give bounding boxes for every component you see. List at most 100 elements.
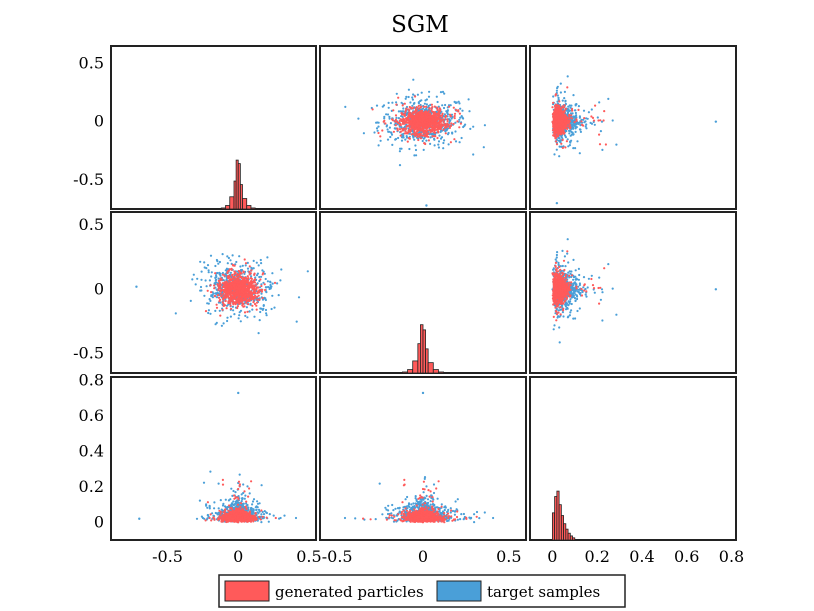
target-point (577, 267, 581, 270)
generated-point (371, 108, 374, 111)
generated-point (430, 103, 433, 106)
generated-point (204, 310, 208, 313)
target-point (589, 121, 592, 124)
target-point (569, 106, 572, 109)
target-point (457, 100, 460, 103)
target-point (566, 238, 569, 241)
target-point (582, 286, 585, 289)
target-point (607, 97, 610, 100)
target-point (574, 275, 577, 278)
target-point (259, 258, 262, 262)
generated-point (400, 119, 403, 123)
generated-point (452, 106, 455, 109)
generated-point (449, 141, 452, 144)
target-point (585, 117, 588, 120)
generated-point (562, 130, 565, 133)
generated-point (219, 314, 222, 317)
target-point (235, 260, 238, 264)
target-point (254, 276, 257, 279)
generated-point (446, 120, 449, 123)
target-point (398, 125, 401, 128)
generated-point (413, 131, 416, 134)
generated-point (431, 106, 434, 109)
target-point (231, 305, 234, 308)
target-point (438, 134, 441, 137)
target-point (573, 109, 577, 112)
generated-point (233, 288, 236, 291)
target-point (555, 253, 559, 257)
generated-point (404, 117, 408, 120)
generated-point (566, 86, 569, 89)
target-point (572, 317, 575, 320)
generated-point (238, 295, 241, 298)
target-point (207, 269, 210, 272)
generated-point (592, 119, 596, 122)
generated-point (247, 288, 250, 291)
target-point (575, 103, 578, 106)
generated-point (215, 303, 218, 306)
generated-point (221, 282, 224, 285)
generated-point (240, 272, 243, 275)
generated-point (225, 293, 228, 296)
target-point (413, 101, 416, 105)
target-point (563, 97, 566, 100)
panel-r1-c2 (529, 211, 737, 374)
target-point (568, 270, 571, 273)
target-point (425, 107, 428, 110)
target-point (615, 143, 618, 146)
target-point (582, 118, 585, 121)
target-point (391, 101, 394, 104)
target-point (411, 98, 414, 101)
target-point (570, 309, 573, 312)
generated-point (401, 129, 404, 132)
generated-point (436, 108, 439, 111)
target-point (564, 303, 567, 306)
generated-point (394, 114, 398, 117)
target-point (564, 265, 567, 268)
generated-point (405, 107, 408, 110)
target-point (575, 114, 578, 117)
generated-point (405, 119, 408, 122)
generated-point (227, 269, 230, 272)
generated-point (409, 123, 412, 126)
generated-point (238, 270, 241, 273)
generated-point (439, 118, 442, 121)
target-point (394, 127, 397, 130)
generated-point (398, 119, 401, 122)
generated-point (559, 125, 562, 128)
generated-point (261, 273, 264, 276)
generated-point (229, 304, 232, 307)
target-point (459, 107, 462, 110)
generated-point (403, 127, 406, 130)
target-point (587, 277, 591, 280)
target-point (191, 278, 194, 281)
generated-point (230, 267, 233, 270)
target-point (227, 256, 230, 260)
target-point (208, 279, 211, 282)
generated-point (225, 307, 228, 310)
target-point (553, 153, 556, 156)
target-point (556, 94, 559, 97)
target-point (458, 102, 461, 105)
target-point (264, 298, 267, 302)
generated-point (428, 129, 431, 132)
generated-point (382, 120, 385, 123)
generated-point (563, 104, 566, 107)
target-point (569, 140, 572, 143)
generated-point (552, 122, 555, 125)
target-point (578, 152, 581, 155)
generated-point (253, 291, 256, 294)
generated-point (243, 278, 246, 281)
generated-point (249, 290, 253, 293)
generated-point (459, 122, 462, 125)
target-point (574, 317, 577, 320)
generated-point (557, 119, 560, 123)
generated-point (442, 118, 445, 121)
target-point (441, 104, 444, 107)
target-point (238, 311, 241, 314)
target-point (460, 115, 463, 118)
generated-point (221, 308, 224, 311)
outlier-point (555, 201, 559, 205)
target-point (246, 261, 249, 264)
generated-point (425, 116, 428, 119)
